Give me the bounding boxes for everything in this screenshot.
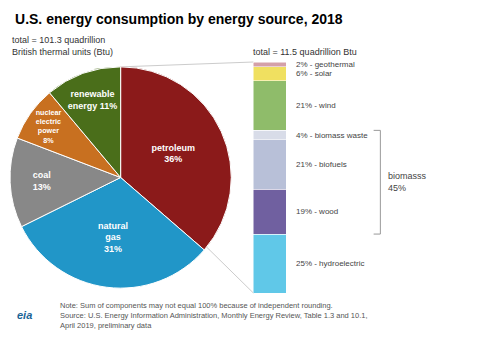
svg-text:6% - solar: 6% - solar (296, 69, 332, 78)
svg-text:total = 11.5 quadrillion Btu: total = 11.5 quadrillion Btu (253, 47, 357, 57)
svg-text:21% - wind: 21% - wind (296, 101, 336, 110)
svg-text:19% - wood: 19% - wood (296, 207, 338, 216)
svg-text:petroleum36%: petroleum36% (152, 143, 196, 165)
svg-text:coal13%: coal13% (33, 170, 51, 192)
svg-text:25% - hydroelectric: 25% - hydroelectric (296, 259, 364, 268)
svg-text:Note: Sum of components may no: Note: Sum of components may not equal 10… (60, 301, 368, 330)
svg-text:renewableenergy 11%: renewableenergy 11% (68, 89, 118, 111)
svg-text:2% - geothermal: 2% - geothermal (296, 60, 355, 69)
svg-text:nuclearelectricpower8%: nuclearelectricpower8% (36, 109, 62, 145)
svg-text:eia: eia (17, 309, 32, 321)
svg-text:U.S. energy consumption by ene: U.S. energy consumption by energy source… (15, 11, 343, 27)
svg-text:biomasss45%: biomasss45% (388, 171, 427, 193)
svg-text:21% - biofuels: 21% - biofuels (296, 160, 347, 169)
svg-text:naturalgas31%: naturalgas31% (98, 221, 128, 254)
svg-text:4% - biomass waste: 4% - biomass waste (296, 131, 368, 140)
svg-text:total = 101.3 quadrillionBriti: total = 101.3 quadrillionBritish thermal… (12, 35, 113, 57)
